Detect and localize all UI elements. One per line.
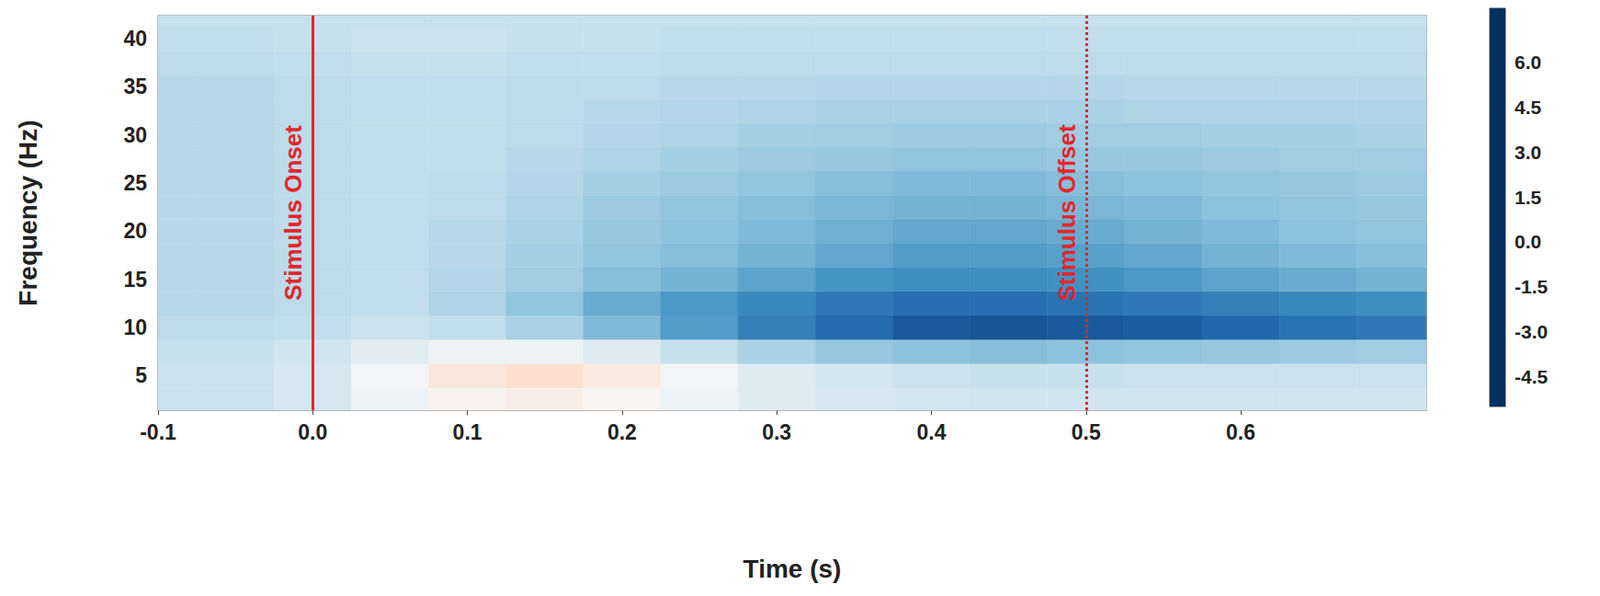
svg-text:0.0: 0.0	[297, 419, 328, 444]
svg-text:0.5: 0.5	[1071, 419, 1101, 444]
svg-text:10: 10	[123, 315, 148, 340]
svg-text:0.6: 0.6	[1225, 419, 1256, 444]
svg-text:4.5: 4.5	[1514, 96, 1543, 118]
svg-text:-4.5: -4.5	[1514, 365, 1549, 387]
svg-text:-1.5: -1.5	[1514, 275, 1549, 297]
svg-text:35: 35	[123, 74, 148, 99]
svg-text:Time (s): Time (s)	[743, 554, 842, 583]
svg-text:30: 30	[123, 123, 148, 148]
svg-text:5: 5	[135, 363, 148, 387]
svg-text:6.0: 6.0	[1514, 51, 1542, 73]
svg-text:-0.1: -0.1	[139, 419, 177, 444]
svg-text:25: 25	[123, 170, 148, 195]
svg-text:1.5: 1.5	[1514, 186, 1543, 208]
svg-text:0.3: 0.3	[761, 419, 792, 444]
svg-text:3.0: 3.0	[1514, 141, 1542, 163]
svg-text:40: 40	[123, 26, 148, 51]
svg-text:Stimulus Offset: Stimulus Offset	[1053, 124, 1081, 301]
svg-text:0.4: 0.4	[916, 419, 946, 444]
svg-text:0.2: 0.2	[607, 419, 637, 444]
svg-text:-3.0: -3.0	[1514, 320, 1548, 342]
svg-text:15: 15	[123, 267, 148, 292]
svg-text:Stimulus Onset: Stimulus Onset	[279, 124, 307, 301]
svg-text:0.0: 0.0	[1514, 230, 1542, 252]
svg-text:0.1: 0.1	[453, 419, 483, 444]
svg-text:20: 20	[123, 218, 148, 243]
svg-text:Frequency (Hz): Frequency (Hz)	[13, 119, 43, 306]
